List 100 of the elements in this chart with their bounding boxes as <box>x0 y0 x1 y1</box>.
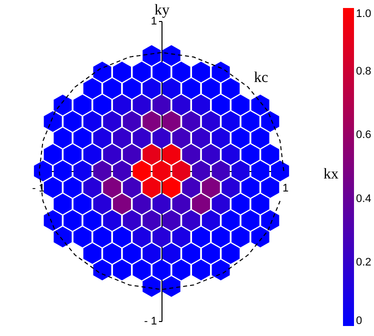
point <box>261 111 280 132</box>
point <box>251 194 270 214</box>
point <box>64 144 82 165</box>
point <box>54 94 72 116</box>
point <box>232 194 250 214</box>
point <box>172 94 190 116</box>
point <box>93 94 112 116</box>
point <box>34 160 52 182</box>
point <box>162 210 180 231</box>
point <box>172 128 190 148</box>
color-bar-label: 1.0 <box>356 8 372 20</box>
point <box>162 243 180 264</box>
point <box>93 260 112 280</box>
point <box>162 78 180 99</box>
point <box>103 78 122 99</box>
point <box>152 160 170 182</box>
point <box>83 243 102 264</box>
point <box>222 243 240 264</box>
point <box>73 160 92 182</box>
point <box>182 78 200 99</box>
point <box>251 226 270 248</box>
series-label: kc <box>254 70 268 86</box>
point <box>64 210 82 231</box>
point <box>212 94 230 116</box>
point <box>122 243 141 264</box>
point <box>192 194 210 214</box>
point <box>202 78 220 99</box>
point <box>212 194 230 214</box>
point <box>112 194 131 214</box>
point <box>122 78 141 99</box>
point <box>241 177 260 198</box>
point <box>142 78 161 99</box>
point <box>93 128 112 148</box>
point <box>222 144 240 165</box>
point <box>182 243 200 264</box>
point <box>132 260 151 280</box>
point <box>261 177 280 198</box>
point <box>112 226 131 248</box>
point <box>112 260 131 280</box>
point <box>103 210 122 231</box>
point <box>162 144 180 165</box>
point <box>142 210 161 231</box>
point <box>251 160 270 182</box>
point <box>162 177 180 198</box>
point <box>83 78 102 99</box>
point <box>44 111 62 132</box>
point <box>132 160 151 182</box>
point <box>93 160 112 182</box>
point <box>142 111 161 132</box>
color-bar-label: 0 <box>356 315 362 327</box>
point <box>162 45 180 66</box>
point <box>162 111 180 132</box>
point <box>182 111 200 132</box>
point <box>44 210 62 231</box>
point <box>83 210 102 231</box>
point <box>132 94 151 116</box>
point <box>202 243 220 264</box>
point <box>192 128 210 148</box>
point <box>152 128 170 148</box>
point <box>83 144 102 165</box>
point <box>44 177 62 198</box>
point <box>222 177 240 198</box>
x-axis-title: kx <box>324 166 339 182</box>
point <box>142 45 161 66</box>
point <box>212 128 230 148</box>
point <box>122 111 141 132</box>
point <box>222 78 240 99</box>
color-bar-label: 0.2 <box>356 256 372 268</box>
point <box>192 226 210 248</box>
point <box>132 226 151 248</box>
point <box>73 94 92 116</box>
point <box>142 276 161 297</box>
point <box>54 194 72 214</box>
color-bar-label: 0.6 <box>356 129 372 142</box>
point <box>212 226 230 248</box>
point <box>241 111 260 132</box>
point <box>83 177 102 198</box>
point <box>132 194 151 214</box>
point <box>212 160 230 182</box>
color-bar-label: 0.8 <box>356 66 372 78</box>
point <box>93 226 112 248</box>
point <box>103 111 122 132</box>
point <box>112 160 131 182</box>
point <box>212 260 230 280</box>
point <box>44 144 62 165</box>
color-bar-label: 0.4 <box>356 192 372 205</box>
point <box>182 177 200 198</box>
point <box>122 144 141 165</box>
point <box>142 177 161 198</box>
point <box>192 94 210 116</box>
point <box>222 210 240 231</box>
point <box>73 226 92 248</box>
point <box>142 144 161 165</box>
point <box>202 177 220 198</box>
point <box>162 276 180 297</box>
point <box>251 94 270 116</box>
point <box>93 62 112 82</box>
point <box>54 160 72 182</box>
point <box>261 210 280 231</box>
point <box>112 94 131 116</box>
